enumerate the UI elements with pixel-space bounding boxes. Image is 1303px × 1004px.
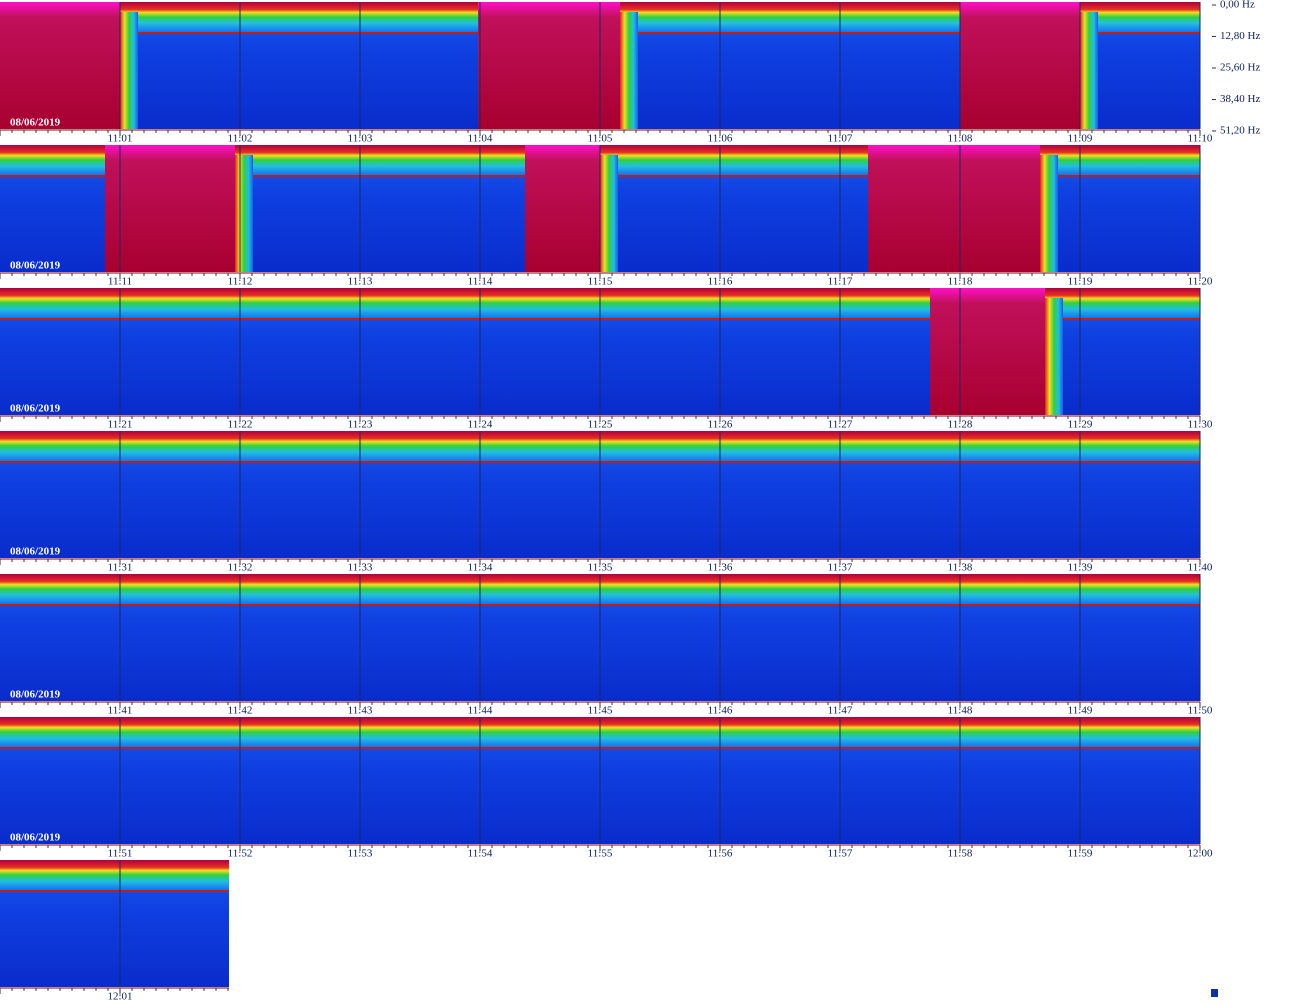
time-label: 11:56 [708, 848, 733, 860]
time-label: 11:25 [588, 419, 613, 431]
quiet-edge [1045, 298, 1063, 415]
time-label: 11:23 [348, 419, 373, 431]
time-label: 11:37 [828, 562, 853, 574]
time-label: 11:11 [108, 276, 132, 288]
time-label: 11:52 [228, 848, 253, 860]
time-label: 11:40 [1188, 562, 1213, 574]
time-label: 11:18 [948, 276, 973, 288]
quiet-edge [120, 12, 138, 129]
time-label: 11:09 [1068, 133, 1093, 145]
time-label: 11:50 [1188, 705, 1213, 717]
quiet-edge [600, 155, 618, 272]
quiet-edge [235, 155, 253, 272]
time-label: 11:38 [948, 562, 973, 574]
time-label: 11:46 [708, 705, 733, 717]
time-label: 11:26 [708, 419, 733, 431]
quiet-region [960, 2, 1080, 129]
quiet-region [0, 2, 120, 129]
time-label: 11:05 [588, 133, 613, 145]
time-label: 11:35 [588, 562, 613, 574]
time-label: 11:31 [108, 562, 133, 574]
time-label: 11:49 [1068, 705, 1093, 717]
freq-label: 0,00 Hz [1220, 0, 1255, 11]
time-label: 11:43 [348, 705, 373, 717]
time-label: 11:58 [948, 848, 973, 860]
time-label: 11:47 [828, 705, 853, 717]
time-label: 11:57 [828, 848, 853, 860]
freq-label: 12,80 Hz [1220, 30, 1260, 42]
time-label: 11:36 [708, 562, 733, 574]
time-label: 11:54 [468, 848, 493, 860]
date-label: 08/06/2019 [10, 832, 61, 844]
time-label: 11:34 [468, 562, 493, 574]
time-label: 11:13 [348, 276, 373, 288]
freq-label: 51,20 Hz [1220, 125, 1260, 137]
quiet-region [960, 288, 1045, 415]
quiet-region [930, 288, 960, 415]
time-label: 11:48 [948, 705, 973, 717]
freq-label: 25,60 Hz [1220, 62, 1260, 74]
time-label: 11:22 [228, 419, 253, 431]
time-label: 11:01 [108, 133, 133, 145]
date-label: 08/06/2019 [10, 260, 61, 272]
time-label: 11:59 [1068, 848, 1093, 860]
time-label: 11:41 [108, 705, 133, 717]
quiet-edge [1040, 155, 1058, 272]
time-label: 11:06 [708, 133, 733, 145]
time-label: 11:28 [948, 419, 973, 431]
time-label: 11:08 [948, 133, 973, 145]
time-label: 12:01 [107, 991, 132, 1003]
time-label: 11:15 [588, 276, 613, 288]
time-label: 11:24 [468, 419, 493, 431]
time-label: 11:55 [588, 848, 613, 860]
quiet-region [478, 2, 620, 129]
time-label: 11:10 [1188, 133, 1213, 145]
time-label: 12:00 [1187, 848, 1213, 860]
time-label: 11:02 [228, 133, 253, 145]
time-label: 11:17 [828, 276, 853, 288]
date-label: 08/06/2019 [10, 546, 61, 558]
time-label: 11:32 [228, 562, 253, 574]
time-label: 11:14 [468, 276, 493, 288]
time-label: 11:39 [1068, 562, 1093, 574]
time-label: 11:19 [1068, 276, 1093, 288]
time-label: 11:27 [828, 419, 853, 431]
quiet-region [960, 145, 1040, 272]
time-label: 11:33 [348, 562, 373, 574]
time-label: 11:45 [588, 705, 613, 717]
date-label: 08/06/2019 [10, 689, 61, 701]
time-label: 11:16 [708, 276, 733, 288]
time-label: 11:29 [1068, 419, 1093, 431]
time-label: 11:12 [228, 276, 253, 288]
freq-label: 38,40 Hz [1220, 93, 1260, 105]
spectrogram-band [0, 860, 229, 890]
time-label: 11:42 [228, 705, 253, 717]
quiet-region [868, 145, 960, 272]
time-label: 11:53 [348, 848, 373, 860]
date-label: 08/06/2019 [10, 403, 61, 415]
time-label: 11:30 [1188, 419, 1213, 431]
quiet-edge [1080, 12, 1098, 129]
time-label: 11:07 [828, 133, 853, 145]
time-label: 11:03 [348, 133, 373, 145]
time-label: 11:44 [468, 705, 493, 717]
date-label: 08/06/2019 [10, 117, 61, 129]
time-label: 11:20 [1188, 276, 1213, 288]
time-label: 11:51 [108, 848, 133, 860]
quiet-region [525, 145, 600, 272]
quiet-edge [620, 12, 638, 129]
quiet-region [105, 145, 235, 272]
time-label: 11:04 [468, 133, 493, 145]
status-icon [1211, 989, 1218, 997]
time-label: 11:21 [108, 419, 133, 431]
